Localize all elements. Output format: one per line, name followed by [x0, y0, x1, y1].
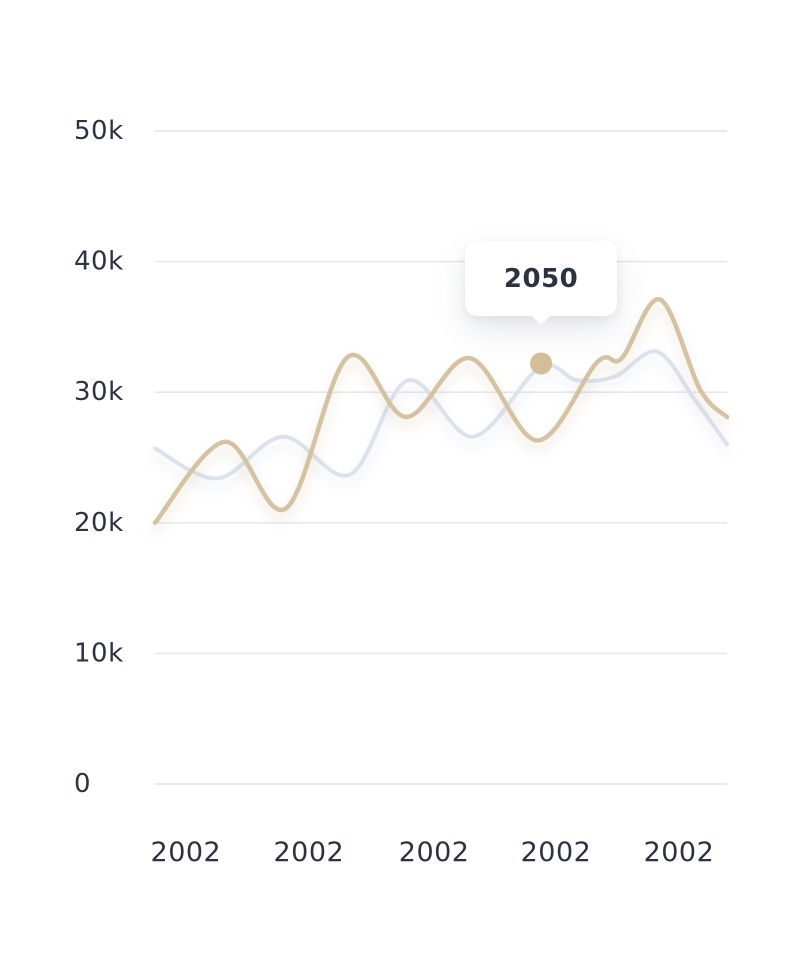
gray-series-line[interactable] — [153, 349, 729, 481]
tooltip-value: 2050 — [503, 263, 579, 294]
x-axis-tick-label: 2002 — [151, 837, 222, 868]
tooltip: 2050 — [465, 241, 618, 326]
y-axis-tick-label: 40k — [74, 247, 124, 277]
beige-series-line[interactable] — [152, 297, 730, 526]
x-axis-tick-label: 2002 — [521, 837, 592, 868]
x-axis-tick-label: 2002 — [399, 837, 470, 868]
x-axis-tick-label: 2002 — [644, 837, 715, 868]
x-axis-tick-label: 2002 — [274, 837, 345, 868]
y-axis-tick-label: 30k — [74, 377, 124, 407]
y-axis-tick-label: 10k — [74, 638, 124, 668]
y-axis-tick-label: 50k — [74, 116, 124, 146]
y-axis-tick-label: 20k — [74, 508, 124, 538]
hover-point-dot[interactable] — [530, 352, 553, 375]
y-axis-tick-label: 0 — [74, 769, 91, 799]
